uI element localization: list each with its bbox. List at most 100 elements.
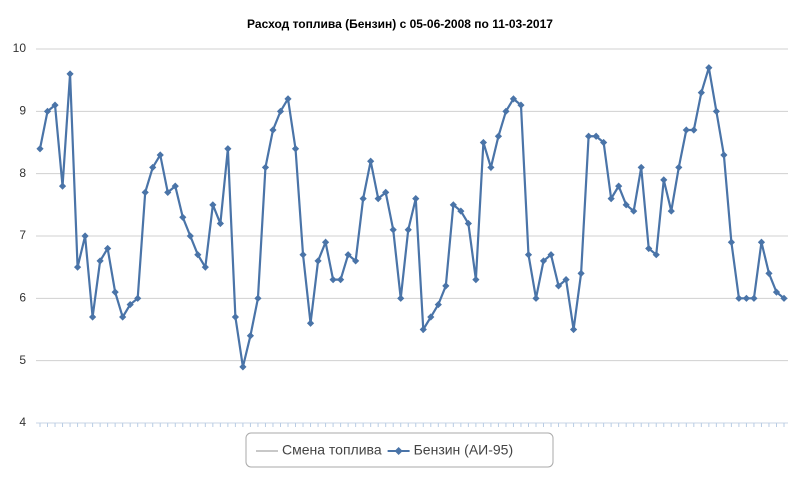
data-point	[359, 195, 367, 203]
data-point	[254, 294, 262, 302]
y-tick-label: 7	[19, 228, 26, 242]
data-point	[742, 294, 751, 302]
data-point	[615, 182, 623, 190]
data-point	[239, 363, 247, 371]
y-tick-label: 9	[19, 104, 26, 118]
data-point	[209, 201, 217, 209]
data-point	[194, 251, 202, 259]
data-point	[419, 325, 427, 334]
data-point	[487, 163, 495, 172]
data-point	[637, 163, 645, 172]
data-point	[397, 294, 405, 302]
data-point	[344, 251, 352, 259]
data-point	[389, 226, 397, 234]
data-point	[562, 276, 570, 284]
data-point	[667, 207, 675, 215]
data-point	[772, 288, 781, 296]
legend-label: Бензин (АИ-95)	[414, 442, 514, 458]
data-point	[111, 288, 119, 296]
data-point	[532, 294, 540, 302]
data-point	[404, 226, 412, 234]
data-point	[600, 138, 608, 147]
data-point	[517, 101, 525, 109]
data-point	[51, 101, 59, 109]
data-point	[554, 282, 563, 290]
data-point	[96, 257, 104, 265]
data-point	[539, 257, 548, 265]
data-point	[382, 188, 390, 196]
data-point	[622, 201, 630, 209]
data-point	[224, 145, 232, 153]
data-point	[645, 244, 653, 253]
data-point	[592, 132, 600, 140]
data-point	[81, 232, 89, 240]
data-point	[449, 201, 457, 209]
data-point	[231, 313, 239, 321]
data-point	[134, 294, 142, 302]
data-point	[765, 269, 773, 277]
data-point	[164, 188, 172, 196]
data-point	[712, 107, 720, 115]
data-point	[607, 195, 615, 203]
data-point	[269, 126, 277, 134]
data-point	[261, 163, 270, 172]
data-point	[690, 126, 698, 134]
data-point	[585, 132, 593, 140]
data-point	[186, 232, 194, 240]
data-point	[682, 126, 690, 134]
data-point	[299, 251, 307, 259]
data-point	[630, 207, 638, 215]
data-point	[43, 107, 52, 115]
legend-label: Смена топлива	[282, 442, 382, 458]
data-point	[156, 151, 164, 159]
data-point	[149, 163, 157, 172]
data-point	[246, 332, 255, 340]
data-point	[284, 95, 292, 103]
data-point	[750, 294, 758, 302]
y-tick-label: 8	[19, 166, 26, 180]
data-point	[705, 64, 713, 72]
data-point	[216, 219, 224, 228]
data-point	[547, 251, 555, 259]
data-point	[412, 195, 420, 203]
y-tick-label: 10	[13, 41, 27, 55]
data-point	[442, 282, 450, 290]
data-point	[141, 188, 149, 196]
data-point	[472, 276, 480, 284]
data-point	[276, 107, 285, 115]
data-point	[660, 176, 668, 184]
series-line	[38, 67, 785, 368]
data-point	[291, 145, 300, 153]
data-point	[502, 107, 510, 115]
data-point	[720, 151, 728, 159]
data-point	[697, 89, 705, 97]
data-point	[735, 294, 743, 302]
y-tick-label: 4	[19, 415, 26, 429]
chart-title: Расход топлива (Бензин) с 05-06-2008 по …	[247, 17, 553, 31]
data-point	[494, 132, 503, 140]
data-point	[119, 313, 127, 321]
data-point	[675, 163, 683, 172]
data-point	[314, 257, 322, 265]
data-point	[66, 70, 74, 78]
data-point	[73, 263, 82, 271]
data-point	[337, 276, 345, 284]
data-point	[306, 319, 315, 327]
data-point	[757, 238, 766, 246]
data-point	[577, 269, 585, 277]
data-point	[171, 182, 179, 190]
data-point	[524, 251, 533, 259]
data-point	[780, 294, 788, 302]
data-point	[89, 313, 97, 321]
data-point	[727, 238, 735, 246]
data-point	[126, 300, 134, 309]
data-point	[367, 157, 375, 165]
data-point	[321, 238, 330, 246]
data-point	[569, 325, 578, 334]
data-point	[104, 244, 112, 253]
data-point	[374, 195, 382, 203]
data-point	[179, 213, 187, 221]
data-point	[427, 313, 435, 321]
data-point	[201, 263, 209, 271]
